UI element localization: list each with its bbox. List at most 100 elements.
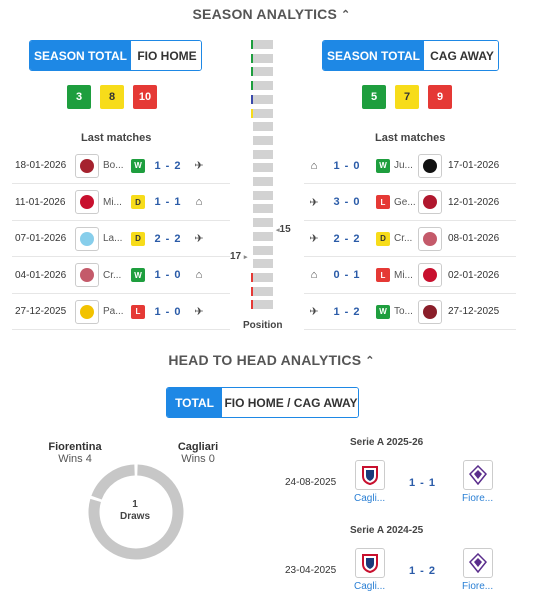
opponent-name: Mi... [103,196,122,208]
fiorentina-logo [463,460,493,490]
h2h-away-team-short[interactable]: Fiore... [462,581,494,591]
opponent-logo [75,153,99,178]
cagliari-logo [355,548,385,578]
away-wins-badge: 5 [362,85,386,109]
opponent-logo [418,226,442,251]
home-wins-badge: 3 [67,85,91,109]
match-date: 17-01-2026 [448,160,500,171]
match-score: 2 - 2 [154,232,182,245]
match-date: 04-01-2026 [15,269,67,281]
opponent-name: To... [394,306,413,317]
home-match-row[interactable]: 04-01-2026 Cr... W 1 - 0 ⌂ [12,258,230,294]
home-match-row[interactable]: 07-01-2026 La... D 2 - 2 ✈ [12,221,230,257]
standings-slot [253,40,273,49]
opponent-logo [75,226,99,251]
home-position-marker: 17 ▸ [230,251,248,262]
standings-slot [253,81,273,91]
plane-icon: ✈ [309,306,319,318]
chevron-up-icon: ⌃ [365,355,375,367]
standings-slot [253,53,273,63]
h2h-analytics-title[interactable]: HEAD TO HEAD ANALYTICS ⌃ [0,352,543,368]
away-match-row[interactable]: ⌂ 0 - 1 L Mi... 02-01-2026 [304,258,516,294]
cagliari-logo [355,460,385,490]
match-date: 12-01-2026 [448,196,500,208]
tab-season-total-away[interactable]: SEASON TOTAL [323,41,424,70]
position-label: Position [243,320,283,331]
tab-fio-home-cag-away[interactable]: FIO HOME / CAG AWAY [222,388,358,417]
opponent-logo [75,263,99,287]
away-draws-badge: 7 [395,85,419,109]
opponent-name: Bo... [103,160,124,171]
opponent-logo [418,299,442,324]
home-draws-badge: 8 [100,85,124,109]
match-score: 1 - 1 [154,196,182,208]
home-icon: ⌂ [310,269,318,281]
standings-zone-marker [251,40,253,49]
away-match-row[interactable]: ⌂ 1 - 0 W Ju... 17-01-2026 [304,148,516,184]
standings-slot [253,218,273,228]
standings-slot [253,108,273,118]
away-last-matches-label: Last matches [375,132,446,144]
tab-cag-away[interactable]: CAG AWAY [424,41,498,70]
home-match-row[interactable]: 27-12-2025 Pa... L 1 - 0 ✈ [12,294,230,330]
standings-slot [253,245,273,255]
standings-slot [253,149,273,159]
result-badge: D [131,231,145,246]
home-tabs: SEASON TOTAL FIO HOME [29,40,202,71]
h2h-draws-text: Draws [119,511,150,522]
standings-slot [253,135,273,145]
match-score: 1 - 0 [154,305,182,318]
h2h-donut-chart [88,464,184,560]
tab-season-total-home[interactable]: SEASON TOTAL [30,41,131,70]
h2h-match-score: 1 - 1 [409,477,437,489]
h2h-away-wins: Wins 0 [181,453,215,465]
section-title-text: HEAD TO HEAD ANALYTICS [168,352,362,368]
donut-draws-arc [91,464,136,500]
plane-icon: ✈ [194,233,204,245]
season-analytics-title[interactable]: SEASON ANALYTICS ⌃ [0,6,543,22]
h2h-match-date: 23-04-2025 [285,565,337,576]
match-date: 11-01-2026 [15,196,66,208]
match-date: 08-01-2026 [448,233,500,244]
plane-icon: ✈ [194,160,204,172]
away-wdl: 5 7 9 [362,85,452,109]
standings-zone-marker [251,108,253,118]
standings-zone-marker [251,286,253,296]
tab-total[interactable]: TOTAL [167,388,222,417]
donut-home-wins-arc [88,464,184,560]
h2h-home-team: Fiorentina Wins 4 [44,441,106,465]
standings-slot [253,272,273,282]
h2h-away-team-short[interactable]: Fiore... [462,493,494,504]
standings-slot [253,204,273,214]
match-score: 1 - 0 [333,159,361,172]
home-icon: ⌂ [310,159,318,172]
away-match-row[interactable]: ✈ 1 - 2 W To... 27-12-2025 [304,294,516,330]
away-position-marker: ◂15 [276,224,291,235]
standings-slot [253,163,273,173]
match-date: 27-12-2025 [448,306,500,317]
standings-slot [253,286,273,296]
h2h-away-team: Cagliari Wins 0 [170,441,226,465]
match-score: 3 - 0 [333,196,361,208]
tab-fio-home[interactable]: FIO HOME [131,41,201,70]
h2h-home-team-short[interactable]: Cagli... [354,581,386,591]
home-match-row[interactable]: 11-01-2026 Mi... D 1 - 1 ⌂ [12,185,230,221]
match-score: 1 - 2 [154,159,182,172]
opponent-logo [418,263,442,287]
opponent-logo [418,153,442,178]
opponent-logo [418,190,442,214]
home-match-row[interactable]: 18-01-2026 Bo... W 1 - 2 ✈ [12,148,230,184]
standings-zone-marker [251,300,253,310]
h2h-season-label: Serie A 2024-25 [350,525,424,536]
result-badge: L [131,304,145,319]
standings-zone-marker [251,272,253,282]
standings-slot [253,259,273,269]
opponent-name: Cr... [103,269,122,281]
away-match-row[interactable]: ✈ 2 - 2 D Cr... 08-01-2026 [304,221,516,257]
h2h-home-team-short[interactable]: Cagli... [354,493,386,504]
opponent-name: Pa... [103,306,124,317]
section-title-text: SEASON ANALYTICS [192,6,338,22]
away-match-row[interactable]: ✈ 3 - 0 L Ge... 12-01-2026 [304,185,516,221]
opponent-name: Ge... [394,196,416,208]
opponent-name: Ju... [394,160,413,171]
